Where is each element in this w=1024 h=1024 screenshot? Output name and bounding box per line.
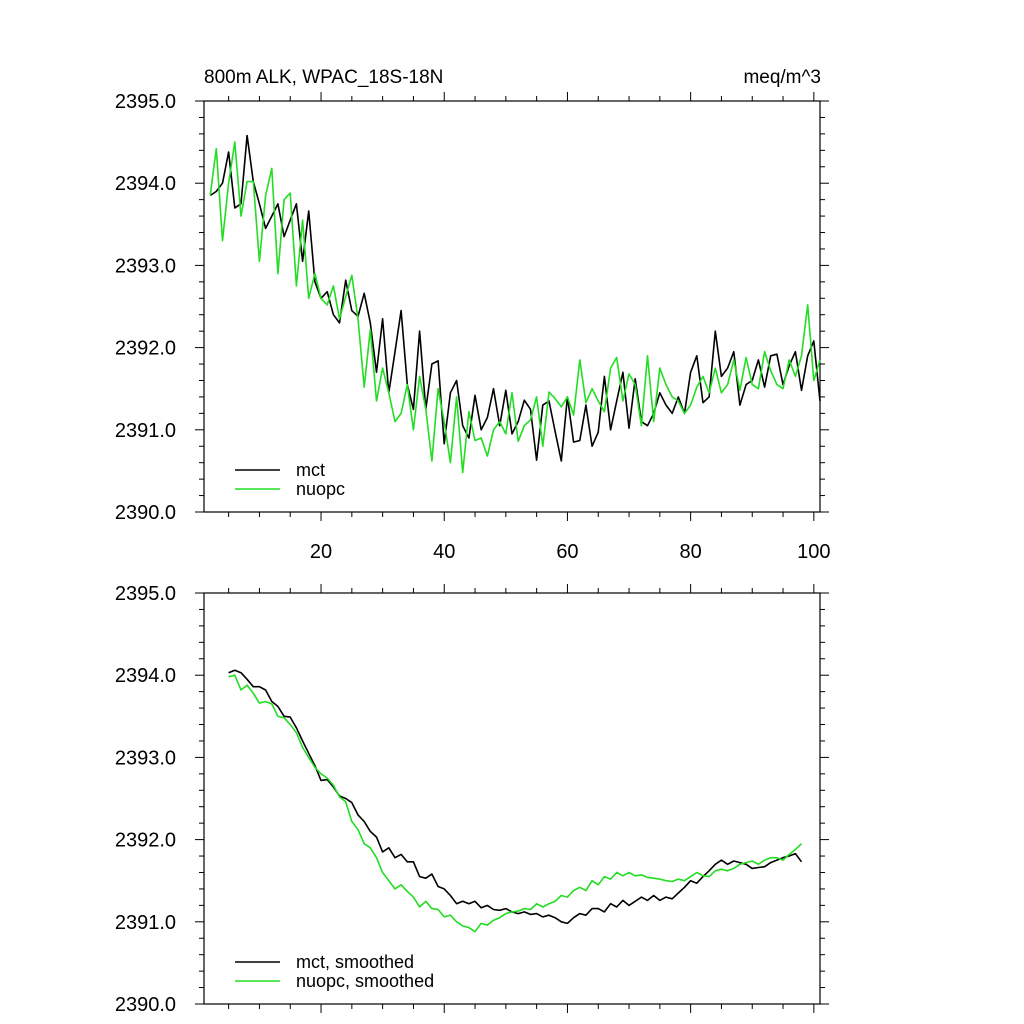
x-tick-label: 20 [310, 541, 332, 563]
legend-label-mct-smoothed: mct, smoothed [296, 952, 414, 972]
series-line-nuopc-smoothed [228, 674, 803, 933]
y-tick-label: 2391.0 [115, 420, 176, 442]
x-tick-label: 40 [433, 541, 455, 563]
y-tick-label: 2392.0 [115, 830, 176, 852]
x-tick-label: 60 [556, 541, 578, 563]
series-line-nuopc [209, 141, 821, 474]
bottom-panel: 2390.0 2391.0 2392.0 2393.0 2394.0 2395.0 mct… [115, 583, 829, 1016]
legend: mct nuopc [235, 460, 345, 499]
chart-title: 800m ALK, WPAC_18S-18N [204, 67, 443, 88]
series-line-mct [209, 134, 821, 462]
y-tick-label: 2391.0 [115, 912, 176, 934]
legend: mct, smoothed nuopc, smoothed [235, 952, 434, 991]
y-tick-label: 2394.0 [115, 173, 176, 195]
legend-label-nuopc-smoothed: nuopc, smoothed [296, 971, 434, 991]
plot-frame [203, 592, 821, 1005]
y-tick-label: 2390.0 [115, 994, 176, 1016]
axes: 2390.0 2391.0 2392.0 2393.0 2394.0 2395.0 [115, 583, 829, 1016]
series-lines [209, 134, 821, 474]
top-panel: 800m ALK, WPAC_18S-18N meq/m^3 2390.0239… [115, 67, 831, 563]
y-tick-label: 2393.0 [115, 747, 176, 769]
legend-label-mct: mct [296, 460, 325, 480]
y-tick-label: 2393.0 [115, 255, 176, 277]
legend-label-nuopc: nuopc [296, 479, 345, 499]
y-tick-label: 2392.0 [115, 338, 176, 360]
x-tick-label: 80 [680, 541, 702, 563]
x-tick-label: 100 [797, 541, 830, 563]
y-tick-label: 2395.0 [115, 91, 176, 113]
y-tick-label: 2390.0 [115, 502, 176, 524]
series-line-mct-smoothed [228, 669, 803, 925]
y-tick-label: 2395.0 [115, 583, 176, 605]
axes: 2390.0 2391.0 2392.0 2393.0 2394.0 2395.0 20 40… [115, 91, 831, 563]
series-lines [228, 669, 803, 933]
y-tick-label: 2394.0 [115, 665, 176, 687]
units-label: meq/m^3 [743, 67, 821, 88]
plot-frame [203, 100, 821, 513]
